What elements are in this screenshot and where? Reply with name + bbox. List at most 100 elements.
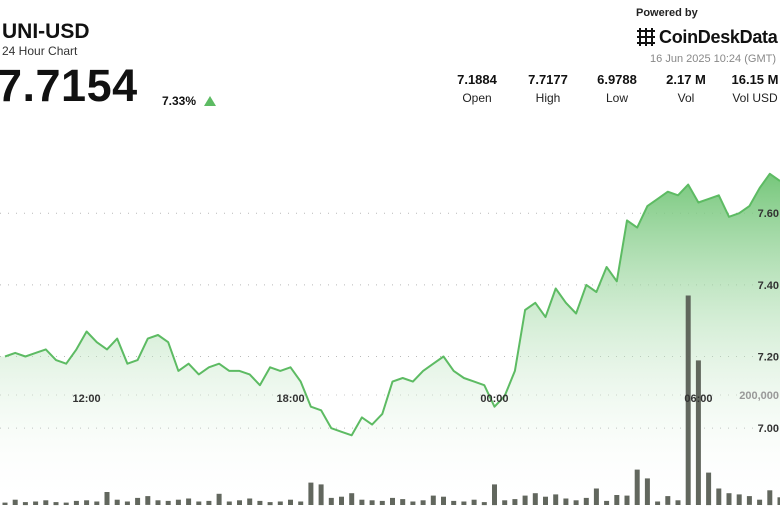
- stat-open: 7.1884 Open: [442, 72, 512, 105]
- price-line: [4, 172, 780, 437]
- volume-bar: [471, 499, 477, 505]
- brand-name: CoinDeskData: [659, 26, 778, 47]
- stat-low: 6.9788 Low: [582, 72, 652, 105]
- price-change-percent: 7.33%: [162, 94, 197, 108]
- stat-value: 6.9788: [597, 72, 637, 87]
- volume-bar: [318, 484, 324, 506]
- y-tick-label: 7.00: [758, 423, 779, 435]
- volume-bar: [349, 493, 355, 505]
- volume-bar: [695, 360, 701, 505]
- volume-bar: [155, 500, 161, 505]
- volume-bar: [512, 499, 518, 505]
- volume-bar: [726, 493, 732, 505]
- volume-bar: [593, 488, 599, 505]
- chart-header: UNI-USD 24 Hour Chart 7.7154 7.33% Power…: [0, 0, 780, 120]
- volume-bar: [685, 295, 691, 505]
- volume-bar: [767, 490, 773, 506]
- price-area: [0, 173, 780, 507]
- powered-by-label: Powered by: [636, 7, 698, 19]
- volume-bar: [359, 499, 365, 505]
- volume-bar: [145, 496, 151, 505]
- volume-bar: [328, 497, 334, 505]
- coindesk-logo-icon: [637, 28, 655, 46]
- up-arrow-icon: [204, 96, 216, 106]
- volume-bar: [441, 496, 446, 505]
- volume-bar: [226, 501, 232, 505]
- stat-label: Open: [462, 91, 492, 105]
- x-tick-label: 12:00: [73, 393, 101, 405]
- volume-bar: [665, 496, 671, 505]
- volume-bar: [257, 500, 263, 505]
- volume-bar: [135, 497, 141, 505]
- volume-tick-label: 200,000: [739, 390, 779, 402]
- volume-bar: [73, 500, 79, 505]
- volume-bar: [583, 497, 589, 505]
- volume-bar: [369, 500, 375, 505]
- volume-bar: [175, 499, 181, 505]
- volume-bar: [165, 500, 171, 505]
- volume-bar: [777, 497, 780, 505]
- stat-label: Low: [605, 91, 628, 105]
- pair-title: UNI-USD: [2, 20, 90, 43]
- stat-value: 7.7177: [528, 72, 568, 87]
- current-price: 7.7154: [0, 60, 138, 111]
- volume-bar: [216, 493, 222, 505]
- volume-bar: [267, 502, 273, 506]
- volume-bar: [196, 501, 202, 505]
- stat-value: 7.1884: [457, 72, 497, 87]
- volume-bar: [124, 501, 130, 505]
- volume-bar: [543, 496, 548, 505]
- volume-bar: [522, 495, 528, 505]
- volume-bar: [706, 472, 712, 506]
- x-tick-label: 06:00: [684, 393, 712, 405]
- volume-bar: [492, 484, 497, 506]
- stat-high: 7.7177 High: [513, 72, 583, 105]
- volume-bar: [573, 500, 579, 505]
- coindesk-logo[interactable]: CoinDeskData: [636, 25, 778, 49]
- chart-timestamp: 16 Jun 2025 10:24 (GMT): [650, 53, 776, 65]
- volume-bar: [339, 496, 344, 505]
- volume-bar: [12, 499, 18, 505]
- volume-bar: [502, 500, 508, 505]
- volume-bar: [644, 478, 650, 505]
- y-tick-label: 7.20: [758, 352, 779, 364]
- stat-label: High: [535, 91, 561, 105]
- volume-bar: [277, 501, 283, 505]
- volume-bar: [2, 502, 8, 505]
- stat-value: 2.17 M: [666, 72, 706, 87]
- volume-bar: [655, 501, 661, 505]
- x-tick-label: 18:00: [276, 393, 304, 405]
- volume-bar: [186, 498, 192, 505]
- stat-value: 16.15 M: [731, 72, 779, 87]
- volume-bar: [63, 502, 69, 505]
- volume-bar: [33, 501, 39, 505]
- volume-bar: [104, 492, 110, 505]
- volume-bar: [614, 495, 620, 505]
- volume-bar: [298, 501, 304, 505]
- stat-vol: 2.17 M Vol: [651, 72, 721, 105]
- volume-bar: [736, 494, 742, 505]
- volume-bar: [308, 482, 314, 505]
- volume-bar: [43, 500, 49, 505]
- volume-bar: [94, 501, 100, 505]
- volume-bar: [114, 499, 120, 505]
- volume-bar: [400, 499, 406, 505]
- stat-label: Vol: [677, 91, 695, 105]
- volume-bar: [604, 500, 610, 505]
- stat-vol-usd: 16.15 M Vol USD: [720, 72, 780, 105]
- volume-bar: [410, 501, 416, 505]
- volume-bar: [288, 499, 293, 505]
- x-tick-label: 00:00: [480, 393, 508, 405]
- volume-bar: [53, 502, 59, 506]
- volume-bar: [237, 500, 242, 505]
- volume-bar: [532, 493, 538, 505]
- volume-bar: [420, 500, 426, 505]
- volume-bar: [481, 502, 487, 506]
- volume-bar: [553, 494, 559, 505]
- stat-label: Vol USD: [732, 91, 778, 105]
- volume-bar: [634, 469, 640, 505]
- volume-bar: [247, 498, 253, 505]
- volume-bar: [746, 496, 752, 505]
- volume-bar: [624, 495, 630, 505]
